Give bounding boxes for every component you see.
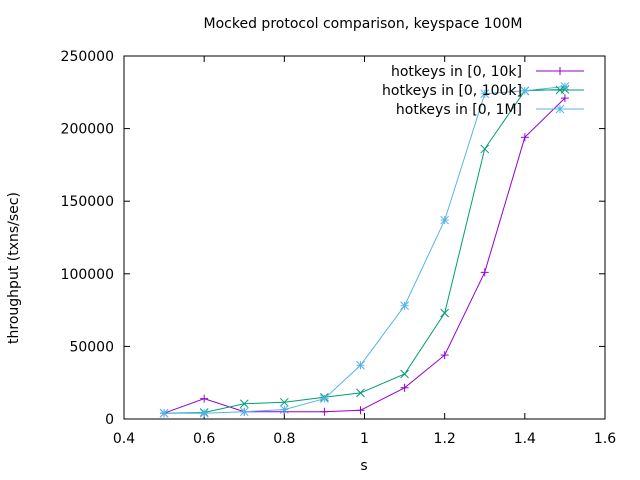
x-tick-label: 0.6 [193, 431, 215, 447]
x-tick-label: 1.2 [434, 431, 456, 447]
plot-frame [123, 55, 606, 420]
data-point-3 [199, 408, 209, 418]
x-tick-label: 0.4 [113, 431, 135, 447]
x-tick-label: 1.4 [514, 431, 536, 447]
y-tick-label: 200000 [61, 122, 114, 138]
legend-marker-1 [556, 67, 564, 75]
data-point-1 [400, 383, 409, 392]
legend-marker-2 [555, 85, 565, 95]
data-point-2 [239, 399, 249, 409]
data-point-3 [480, 89, 490, 99]
data-point-2 [356, 388, 365, 398]
data-point-3 [159, 408, 169, 418]
data-point-3 [520, 86, 530, 96]
data-point-3 [320, 394, 329, 404]
legend-label-2: hotkeys in [0, 100k] [382, 83, 522, 99]
data-point-3 [239, 407, 249, 417]
x-tick-label: 1.6 [594, 431, 616, 447]
data-point-3 [279, 405, 289, 414]
data-point-1 [560, 94, 569, 103]
data-point-3 [400, 301, 409, 311]
series-line-3 [164, 86, 565, 414]
data-point-3 [356, 360, 365, 370]
data-point-1 [356, 406, 365, 415]
series-line-2 [164, 88, 565, 414]
data-point-1 [440, 351, 449, 360]
legend-marker-3 [555, 104, 565, 114]
x-tick-label: 0.8 [273, 431, 295, 447]
y-tick-label: 150000 [61, 194, 114, 210]
data-point-2 [400, 369, 409, 379]
legend: hotkeys in [0, 10k] hotkeys in [0, 100k] h… [382, 64, 584, 118]
data-point-2 [440, 308, 450, 318]
x-tick-label: 1 [360, 431, 369, 447]
legend-label-3: hotkeys in [0, 1M] [396, 102, 522, 118]
data-point-1 [480, 268, 489, 277]
y-tick-label: 250000 [61, 49, 114, 65]
data-point-2 [480, 144, 490, 154]
y-tick-label: 50000 [69, 339, 114, 355]
x-axis-label: s [360, 458, 368, 474]
data-point-1 [320, 407, 329, 416]
series-layer [159, 82, 570, 418]
y-tick-label: 0 [105, 412, 114, 428]
chart-title: Mocked protocol comparison, keyspace 100… [203, 16, 523, 32]
data-point-3 [560, 82, 570, 91]
legend-label-1: hotkeys in [0, 10k] [391, 64, 522, 80]
series-line-1 [163, 97, 566, 414]
data-point-1 [200, 394, 209, 403]
axes: 0.4 0.6 0.8 1 1.2 1.4 1.6 0 50000 100000 150000 200… [61, 49, 617, 447]
data-point-2 [279, 397, 289, 407]
data-point-1 [520, 133, 529, 142]
y-tick-label: 100000 [61, 267, 114, 283]
data-point-3 [440, 215, 450, 225]
